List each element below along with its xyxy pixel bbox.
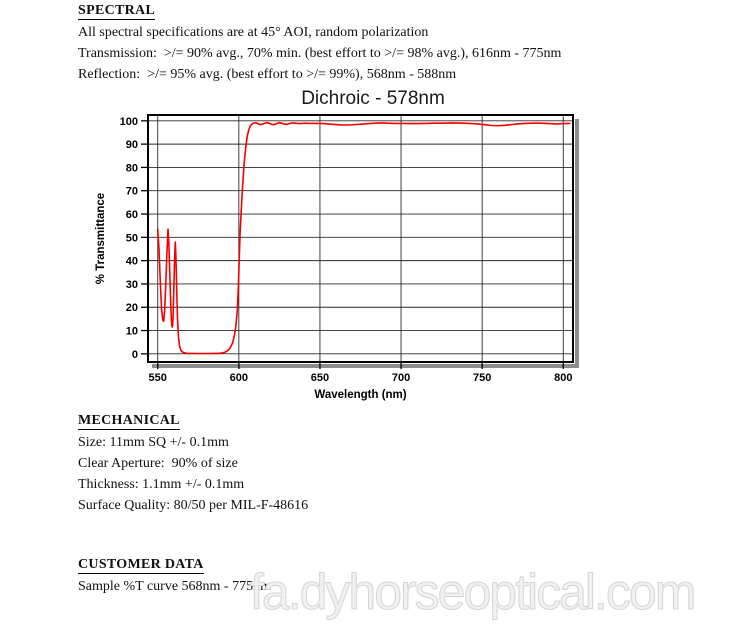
mechanical-heading: MECHANICAL: [78, 413, 180, 430]
svg-text:600: 600: [230, 372, 248, 384]
transmittance-chart: 0 10 20 30 40 50 60 70 80 90 100 550 600 650 700 750 800…: [95, 114, 579, 401]
spectral-line-reflection: Reflection: >/= 95% avg. (best effort to…: [78, 67, 457, 82]
spectral-line-aoi: All spectral specifications are at 45° A…: [78, 25, 429, 40]
svg-text:650: 650: [311, 372, 329, 384]
svg-text:% Transmittance: % Transmittance: [95, 193, 107, 284]
mechanical-line-size: Size: 11mm SQ +/- 0.1mm: [78, 435, 229, 450]
mechanical-line-thickness: Thickness: 1.1mm +/- 0.1mm: [78, 477, 245, 492]
svg-text:700: 700: [392, 372, 410, 384]
svg-text:0: 0: [132, 349, 138, 361]
svg-text:80: 80: [126, 162, 138, 174]
svg-text:50: 50: [126, 232, 138, 244]
svg-text:60: 60: [126, 209, 138, 221]
svg-text:10: 10: [126, 326, 138, 338]
svg-text:20: 20: [126, 302, 138, 314]
svg-text:Wavelength (nm): Wavelength (nm): [314, 389, 406, 401]
svg-text:750: 750: [473, 372, 491, 384]
spectral-line-transmission: Transmission: >/= 90% avg., 70% min. (be…: [78, 46, 562, 61]
svg-text:100: 100: [120, 116, 138, 128]
spectral-heading: SPECTRAL: [78, 3, 156, 20]
watermark-text: fa.dyhorseoptical.com: [249, 564, 696, 621]
svg-text:40: 40: [126, 256, 138, 268]
svg-text:70: 70: [126, 186, 138, 198]
customer-data-line-sample: Sample %T curve 568nm - 775nm: [78, 579, 271, 594]
svg-text:550: 550: [149, 372, 167, 384]
svg-text:30: 30: [126, 279, 138, 291]
spectral-section: SPECTRAL All spectral specifications are…: [78, 1, 561, 85]
chart-title: Dichroic - 578nm: [301, 88, 445, 109]
customer-data-heading: CUSTOMER DATA: [78, 557, 204, 574]
mechanical-line-clear-aperture: Clear Aperture: 90% of size: [78, 456, 238, 471]
svg-text:90: 90: [126, 139, 138, 151]
mechanical-line-surface-quality: Surface Quality: 80/50 per MIL-F-48616: [78, 498, 309, 513]
mechanical-section: MECHANICAL Size: 11mm SQ +/- 0.1mm Clear…: [78, 411, 308, 516]
customer-data-section: CUSTOMER DATA Sample %T curve 568nm - 77…: [78, 555, 271, 597]
svg-text:800: 800: [554, 372, 572, 384]
